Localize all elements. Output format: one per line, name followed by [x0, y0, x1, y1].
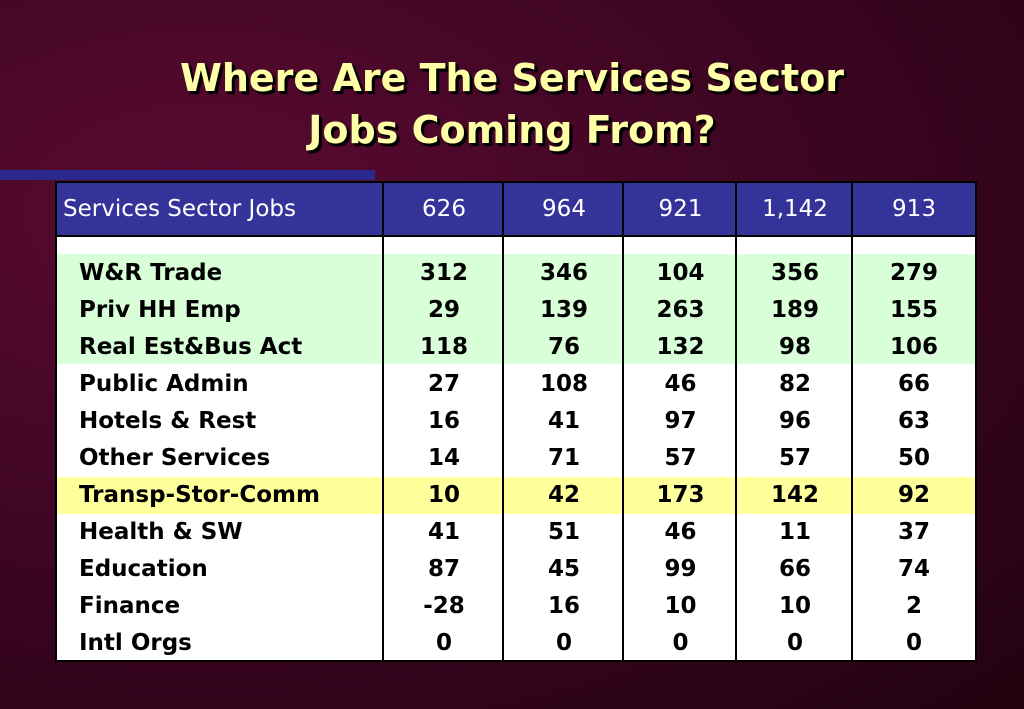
row-label: Hotels & Rest	[79, 407, 257, 434]
row-label: Transp-Stor-Comm	[79, 481, 320, 508]
slide-title: Where Are The Services Sector Jobs Comin…	[0, 52, 1024, 156]
row-value: 0	[672, 629, 689, 656]
row-value: 0	[786, 629, 803, 656]
header-cell: 964	[542, 196, 586, 222]
row-value: 46	[664, 518, 697, 545]
row-value: 27	[427, 370, 460, 397]
column-divider	[622, 183, 624, 660]
row-value: 11	[778, 518, 811, 545]
table-row: Finance -28 16 10 10 2	[57, 587, 975, 624]
row-value: 97	[664, 407, 697, 434]
row-value: 0	[435, 629, 452, 656]
row-value: 0	[905, 629, 922, 656]
row-label: Finance	[79, 592, 181, 619]
row-value: 41	[547, 407, 580, 434]
row-value: 104	[656, 259, 705, 286]
row-value: 57	[778, 444, 811, 471]
row-value: 57	[664, 444, 697, 471]
accent-bar	[0, 170, 375, 180]
row-label: Public Admin	[79, 370, 249, 397]
row-value: 155	[889, 296, 938, 323]
row-label: Priv HH Emp	[79, 296, 241, 323]
row-label: Health & SW	[79, 518, 243, 545]
header-cell: 913	[892, 196, 936, 222]
row-value: 139	[539, 296, 588, 323]
row-value: 10	[664, 592, 697, 619]
row-value: 108	[539, 370, 588, 397]
row-value: 346	[539, 259, 588, 286]
row-value: 16	[427, 407, 460, 434]
row-value: 50	[897, 444, 930, 471]
services-jobs-table: Services Sector Jobs 626 964 921 1,142 9…	[55, 181, 977, 662]
row-value: 82	[778, 370, 811, 397]
row-value: 66	[897, 370, 930, 397]
title-line-2: Jobs Coming From?	[308, 108, 716, 152]
row-value: 16	[547, 592, 580, 619]
row-label: Other Services	[79, 444, 271, 471]
row-value: 356	[770, 259, 819, 286]
column-divider	[502, 183, 504, 660]
row-value: 189	[770, 296, 819, 323]
row-value: 74	[897, 555, 930, 582]
row-label: Intl Orgs	[79, 629, 192, 656]
row-value: 10	[427, 481, 460, 508]
column-divider	[851, 183, 853, 660]
title-line-1: Where Are The Services Sector	[179, 56, 845, 100]
table-row: Hotels & Rest 16 41 97 96 63	[57, 402, 975, 439]
header-cell-label: Services Sector Jobs	[63, 196, 296, 222]
table-row: Other Services 14 71 57 57 50	[57, 439, 975, 476]
row-value: 87	[427, 555, 460, 582]
row-label: Education	[79, 555, 208, 582]
row-value: 0	[555, 629, 572, 656]
row-value: 29	[427, 296, 460, 323]
column-divider	[382, 183, 384, 660]
green-highlight-band	[57, 254, 975, 364]
row-value: 263	[656, 296, 705, 323]
header-cell: 1,142	[762, 196, 828, 222]
row-value: 76	[547, 333, 580, 360]
header-cell: 626	[422, 196, 466, 222]
row-value: 63	[897, 407, 930, 434]
header-divider	[57, 235, 975, 237]
row-value: 312	[419, 259, 468, 286]
row-value: 96	[778, 407, 811, 434]
row-value: 132	[656, 333, 705, 360]
row-value: 51	[547, 518, 580, 545]
row-value: 99	[664, 555, 697, 582]
row-value: 37	[897, 518, 930, 545]
row-label: Real Est&Bus Act	[79, 333, 303, 360]
row-value: 10	[778, 592, 811, 619]
table-row: Public Admin 27 108 46 82 66	[57, 365, 975, 402]
row-value: 118	[419, 333, 468, 360]
table-row: Health & SW 41 51 46 11 37	[57, 513, 975, 550]
table-row: Education 87 45 99 66 74	[57, 550, 975, 587]
row-value: 46	[664, 370, 697, 397]
row-value: -28	[423, 592, 465, 619]
row-value: 279	[889, 259, 938, 286]
row-value: 92	[897, 481, 930, 508]
yellow-highlight-band	[57, 477, 975, 514]
table-row: Priv HH Emp 29 139 263 189 155	[57, 291, 975, 328]
row-value: 14	[427, 444, 460, 471]
row-value: 45	[547, 555, 580, 582]
table-row: Real Est&Bus Act 118 76 132 98 106	[57, 328, 975, 365]
row-value: 2	[905, 592, 922, 619]
row-value: 173	[656, 481, 705, 508]
row-value: 42	[547, 481, 580, 508]
row-value: 106	[889, 333, 938, 360]
row-value: 41	[427, 518, 460, 545]
table-header-row: Services Sector Jobs 626 964 921 1,142 9…	[57, 183, 975, 235]
row-value: 66	[778, 555, 811, 582]
row-value: 142	[770, 481, 819, 508]
table-row: W&R Trade 312 346 104 356 279	[57, 254, 975, 291]
column-divider	[735, 183, 737, 660]
row-value: 98	[778, 333, 811, 360]
table-row: Intl Orgs 0 0 0 0 0	[57, 624, 975, 661]
table-row: Transp-Stor-Comm 10 42 173 142 92	[57, 476, 975, 513]
header-cell: 921	[658, 196, 703, 222]
row-value: 71	[547, 444, 580, 471]
row-label: W&R Trade	[79, 259, 223, 286]
